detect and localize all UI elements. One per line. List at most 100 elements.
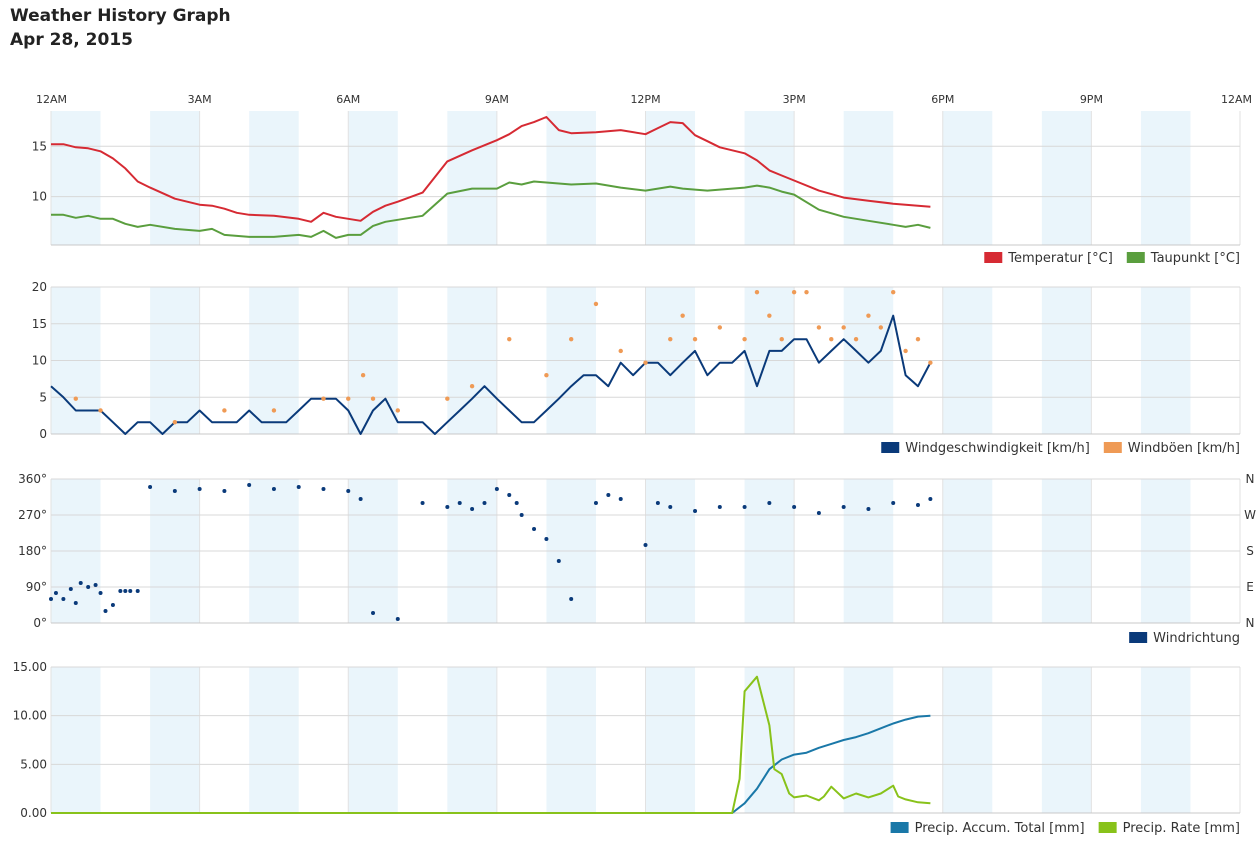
wind-direction-point: [98, 591, 103, 595]
wind-gust-point: [98, 408, 103, 413]
wind-direction-point: [118, 589, 123, 593]
wind-direction-point: [346, 489, 351, 493]
wind-direction-point: [482, 501, 487, 505]
wind-direction-point: [514, 501, 519, 505]
shaded-band: [150, 111, 200, 245]
time-tick-label: 6AM: [336, 93, 360, 106]
shaded-band: [942, 111, 993, 245]
wind-gust-point: [568, 336, 574, 342]
time-tick-label: 9PM: [1080, 93, 1103, 106]
wind-gust-point: [903, 348, 908, 354]
wind-gust-point: [853, 336, 859, 342]
wind-gust-point: [271, 408, 277, 413]
y-tick-label: 5.00: [20, 757, 47, 771]
shaded-band: [843, 111, 894, 245]
time-tick-label: 12AM: [1221, 93, 1252, 106]
legend-label: Taupunkt [°C]: [1150, 251, 1240, 266]
wind-direction-point: [445, 505, 450, 509]
compass-tick-label: N: [1246, 616, 1255, 630]
legend-label: Temperatur [°C]: [1007, 251, 1113, 266]
time-tick-label: 3PM: [783, 93, 806, 106]
y-tick-label: 5: [39, 390, 47, 404]
y-tick-label: 90°: [26, 580, 47, 594]
y-tick-label: 0°: [33, 616, 47, 630]
wind-gust-point: [469, 384, 475, 389]
shaded-band: [1140, 111, 1191, 245]
compass-tick-label: S: [1246, 544, 1254, 558]
wind-gust-point: [680, 313, 685, 318]
wind-direction-panel: 360° 270° 180° 90° 0° N W S E N Windrichtung: [18, 472, 1256, 646]
wind-gust-point: [346, 396, 351, 401]
time-tick-label: 12AM: [36, 93, 67, 106]
y-tick-label: 0.00: [20, 806, 47, 820]
wind-direction-point: [532, 527, 537, 531]
page-title: Weather History Graph: [10, 6, 231, 26]
wind-direction-point: [197, 487, 202, 491]
wind-direction-point: [420, 501, 425, 505]
wind-direction-point: [128, 589, 133, 593]
compass-tick-label: N: [1246, 472, 1255, 486]
wind-direction-point: [891, 501, 896, 505]
wind-direction-point: [816, 511, 821, 515]
wind-direction-point: [53, 591, 58, 595]
wind-direction-point: [494, 487, 499, 491]
y-tick-label: 0: [39, 427, 47, 441]
wind-direction-point: [222, 489, 227, 493]
time-tick-label: 12PM: [630, 93, 660, 106]
wind-gust-point: [395, 408, 400, 413]
wind-direction-point: [457, 501, 462, 505]
wind-gust-point: [692, 336, 698, 342]
legend-swatch: [1098, 822, 1117, 833]
wind-gust-point: [643, 360, 648, 365]
y-tick-label: 15: [32, 139, 47, 153]
wind-direction-point: [866, 507, 871, 511]
legend-swatch: [1129, 632, 1148, 643]
wind-gust-point: [507, 336, 512, 342]
wind-gust-point: [544, 373, 549, 378]
wind-gust-point: [804, 289, 809, 295]
shaded-band: [447, 111, 497, 245]
shaded-band: [51, 111, 101, 245]
shaded-band: [942, 667, 993, 813]
wind-direction-point: [73, 601, 78, 605]
wind-direction-point: [296, 485, 301, 489]
shaded-band: [150, 667, 200, 813]
wind-gust-point: [668, 336, 673, 342]
precip-rate-line: [51, 675, 931, 814]
wind-direction-point: [78, 581, 83, 585]
wind-gust-point: [717, 325, 723, 330]
wind-direction-point: [544, 537, 549, 541]
wind-direction-point: [792, 505, 797, 509]
wind-direction-point: [61, 597, 66, 601]
legend-label: Windböen [km/h]: [1128, 441, 1240, 456]
page-date: Apr 28, 2015: [10, 30, 133, 50]
wind-direction-point: [395, 617, 400, 621]
wind-direction-point: [93, 583, 98, 587]
wind-direction-point: [593, 501, 598, 505]
shaded-band: [546, 111, 596, 245]
shaded-band: [843, 667, 894, 813]
wind-gust-point: [321, 396, 326, 401]
legend-label: Windgeschwindigkeit [km/h]: [905, 441, 1090, 456]
y-tick-label: 15.00: [13, 660, 47, 674]
wind-direction-point: [358, 497, 363, 501]
precip-accum-line: [51, 714, 931, 814]
wind-gust-point: [829, 336, 834, 342]
temperature-panel: 15 10 Taupunkt [°C] Temperatur [°C]: [32, 111, 1241, 266]
dewpoint-line: [51, 180, 931, 239]
wind-direction-point: [103, 609, 108, 613]
time-tick-label: 9AM: [485, 93, 509, 106]
wind-direction-point: [668, 505, 673, 509]
legend-swatch: [1103, 442, 1122, 453]
wind-speed-panel: 20 15 10 5 0 Windböen [km/h] Windgeschwindigke…: [32, 280, 1241, 456]
y-tick-label: 360°: [18, 472, 47, 486]
legend-label: Windrichtung: [1153, 631, 1240, 646]
wind-direction-point: [271, 487, 276, 491]
shaded-band: [348, 667, 398, 813]
compass-tick-label: E: [1246, 580, 1254, 594]
shaded-band: [645, 111, 696, 245]
precipitation-panel: 15.00 10.00 5.00 0.00 Precip. Rate [mm] Preci…: [13, 660, 1241, 836]
wind-gust-point: [754, 289, 760, 295]
shaded-band: [249, 111, 299, 245]
wind-gust-point: [222, 408, 227, 413]
